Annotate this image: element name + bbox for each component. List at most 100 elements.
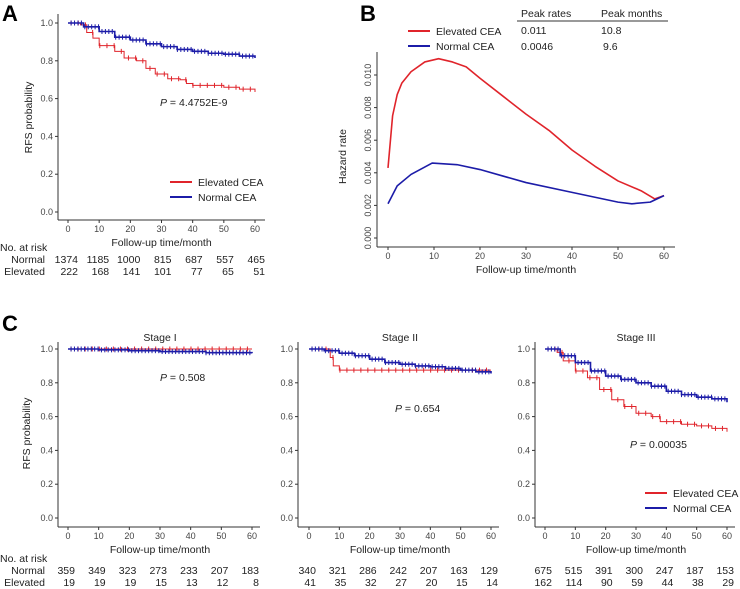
x-tick-label: 50 [613, 251, 623, 261]
at-risk-value: 141 [123, 266, 141, 278]
x-tick-label: 0 [542, 531, 547, 541]
y-tick-label: 0.8 [40, 56, 53, 66]
x-tick-label: 40 [186, 531, 196, 541]
y-tick-label: 0.010 [363, 64, 373, 87]
elevated-cea-curve [309, 348, 491, 371]
x-tick-label: 60 [247, 531, 257, 541]
p-value-text: P = 4.4752E-9 [160, 97, 228, 109]
p-value-text: P = 0.508 [160, 372, 205, 384]
at-risk-value: 90 [601, 577, 613, 589]
at-risk-value: 129 [480, 565, 498, 577]
at-risk-value: 77 [191, 266, 203, 278]
panel-letter-a: A [2, 1, 18, 26]
normal-cea-hazard-curve [387, 162, 665, 205]
at-risk-value: 359 [57, 565, 75, 577]
panel-letter-c: C [2, 311, 18, 336]
at-risk-value: 19 [94, 577, 106, 589]
at-risk-title: No. at risk [0, 553, 48, 565]
y-tick-label: 0.002 [363, 194, 373, 217]
peak-table-header: Peak rates [521, 8, 571, 20]
at-risk-value: 14 [486, 577, 498, 589]
x-tick-label: 40 [661, 531, 671, 541]
x-tick-label: 60 [486, 531, 496, 541]
p-value: = 0.508 [167, 372, 205, 384]
y-tick-label: 0.4 [40, 131, 53, 141]
x-tick-label: 60 [250, 224, 260, 234]
y-tick-label: 0.0 [40, 207, 53, 217]
legend-label: Normal CEA [436, 41, 494, 53]
x-tick-label: 20 [365, 531, 375, 541]
at-risk-value: 242 [389, 565, 407, 577]
x-tick-label: 10 [570, 531, 580, 541]
y-axis-label: RFS probability [21, 397, 33, 470]
at-risk-row-label: Elevated [4, 266, 45, 278]
subplot-title: Stage I [143, 332, 176, 344]
at-risk-value: 321 [329, 565, 347, 577]
y-tick-label: 1.0 [280, 344, 293, 354]
at-risk-row-label: Normal [11, 254, 45, 266]
x-tick-label: 10 [429, 251, 439, 261]
y-tick-label: 0.4 [517, 445, 530, 455]
at-risk-value: 19 [63, 577, 75, 589]
x-tick-label: 60 [659, 251, 669, 261]
at-risk-value: 515 [565, 565, 583, 577]
peak-rate-value: 0.011 [521, 25, 547, 37]
y-axis-label: Hazard rate [337, 129, 349, 184]
at-risk-value: 557 [216, 254, 234, 266]
at-risk-value: 114 [566, 577, 583, 589]
at-risk-value: 675 [534, 565, 552, 577]
at-risk-row-label: Normal [11, 565, 45, 577]
at-risk-value: 323 [119, 565, 137, 577]
x-tick-label: 20 [475, 251, 485, 261]
at-risk-value: 300 [625, 565, 643, 577]
x-tick-label: 0 [65, 531, 70, 541]
at-risk-value: 1000 [117, 254, 141, 266]
x-tick-label: 10 [94, 224, 104, 234]
y-tick-label: 0.2 [40, 479, 53, 489]
peak-month-value: 10.8 [601, 25, 622, 37]
x-axis-label: Follow-up time/month [476, 264, 577, 276]
at-risk-value: 153 [716, 565, 734, 577]
at-risk-value: 168 [92, 266, 110, 278]
at-risk-value: 35 [335, 577, 347, 589]
at-risk-value: 183 [241, 565, 259, 577]
p-value-text: P = 0.00035 [630, 439, 687, 451]
legend-label: Elevated CEA [673, 488, 738, 500]
at-risk-value: 41 [304, 577, 316, 589]
x-tick-label: 30 [395, 531, 405, 541]
at-risk-value: 162 [534, 577, 552, 589]
y-tick-label: 0.2 [517, 479, 530, 489]
at-risk-value: 465 [247, 254, 265, 266]
elevated-cea-curve [68, 22, 256, 92]
at-risk-value: 44 [662, 577, 674, 589]
p-symbol: P [160, 97, 167, 109]
at-risk-value: 12 [217, 577, 229, 589]
at-risk-value: 222 [60, 266, 78, 278]
subplot-title: Stage II [382, 332, 418, 344]
at-risk-value: 233 [180, 565, 198, 577]
legend-label: Normal CEA [198, 192, 256, 204]
x-tick-label: 50 [219, 224, 229, 234]
at-risk-title: No. at risk [0, 242, 48, 254]
y-tick-label: 0.006 [363, 129, 373, 152]
legend-label: Elevated CEA [198, 177, 263, 189]
y-tick-label: 0.0 [517, 513, 530, 523]
y-tick-label: 0.000 [363, 227, 373, 250]
at-risk-value: 1374 [55, 254, 79, 266]
at-risk-value: 286 [359, 565, 377, 577]
y-tick-label: 0.4 [40, 445, 53, 455]
y-tick-label: 1.0 [517, 344, 530, 354]
x-axis-label: Follow-up time/month [111, 237, 212, 249]
x-axis-label: Follow-up time/month [586, 544, 687, 556]
at-risk-value: 65 [222, 266, 234, 278]
y-tick-label: 1.0 [40, 344, 53, 354]
x-tick-label: 40 [567, 251, 577, 261]
y-tick-label: 0.6 [517, 412, 530, 422]
at-risk-value: 20 [426, 577, 438, 589]
y-tick-label: 0.2 [280, 479, 293, 489]
panel-letter-b: B [360, 1, 376, 26]
at-risk-value: 101 [154, 266, 172, 278]
at-risk-value: 13 [186, 577, 198, 589]
x-tick-label: 50 [456, 531, 466, 541]
x-axis-label: Follow-up time/month [110, 544, 211, 556]
